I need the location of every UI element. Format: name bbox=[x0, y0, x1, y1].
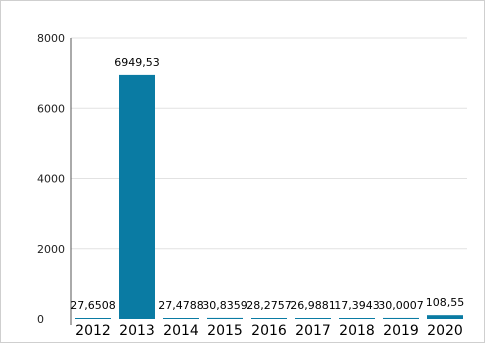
y-tick-label: 0 bbox=[37, 313, 44, 326]
bar bbox=[251, 318, 287, 319]
data-label: 6949,53 bbox=[114, 56, 160, 69]
bar bbox=[295, 318, 331, 319]
data-label: 27,6508 bbox=[70, 299, 116, 312]
data-label: 108,55 bbox=[426, 296, 465, 309]
data-label: 27,4788 bbox=[158, 299, 204, 312]
data-label: 17,3943 bbox=[334, 299, 380, 312]
y-tick-label: 6000 bbox=[37, 102, 65, 115]
bar bbox=[339, 318, 375, 319]
x-tick-label: 2019 bbox=[383, 323, 419, 339]
x-tick-label: 2016 bbox=[251, 323, 287, 339]
x-tick-label: 2014 bbox=[163, 323, 199, 339]
x-tick-label: 2017 bbox=[295, 323, 331, 339]
data-label: 28,2757 bbox=[246, 299, 292, 312]
data-label: 26,9881 bbox=[290, 299, 336, 312]
bar bbox=[427, 315, 463, 319]
data-label: 30,8359 bbox=[202, 299, 248, 312]
x-tick-label: 2018 bbox=[339, 323, 375, 339]
bar bbox=[119, 74, 155, 319]
x-tick-label: 2013 bbox=[119, 323, 155, 339]
data-label: 30,0007 bbox=[378, 299, 424, 312]
bar bbox=[207, 317, 243, 319]
y-tick-label: 8000 bbox=[37, 32, 65, 45]
y-tick-label: 2000 bbox=[37, 243, 65, 256]
y-tick-label: 4000 bbox=[37, 173, 65, 186]
bar bbox=[383, 317, 419, 319]
bar bbox=[75, 318, 111, 319]
x-tick-label: 2015 bbox=[207, 323, 243, 339]
bar bbox=[163, 318, 199, 319]
x-tick-label: 2020 bbox=[427, 323, 463, 339]
x-tick-label: 2012 bbox=[75, 323, 111, 339]
